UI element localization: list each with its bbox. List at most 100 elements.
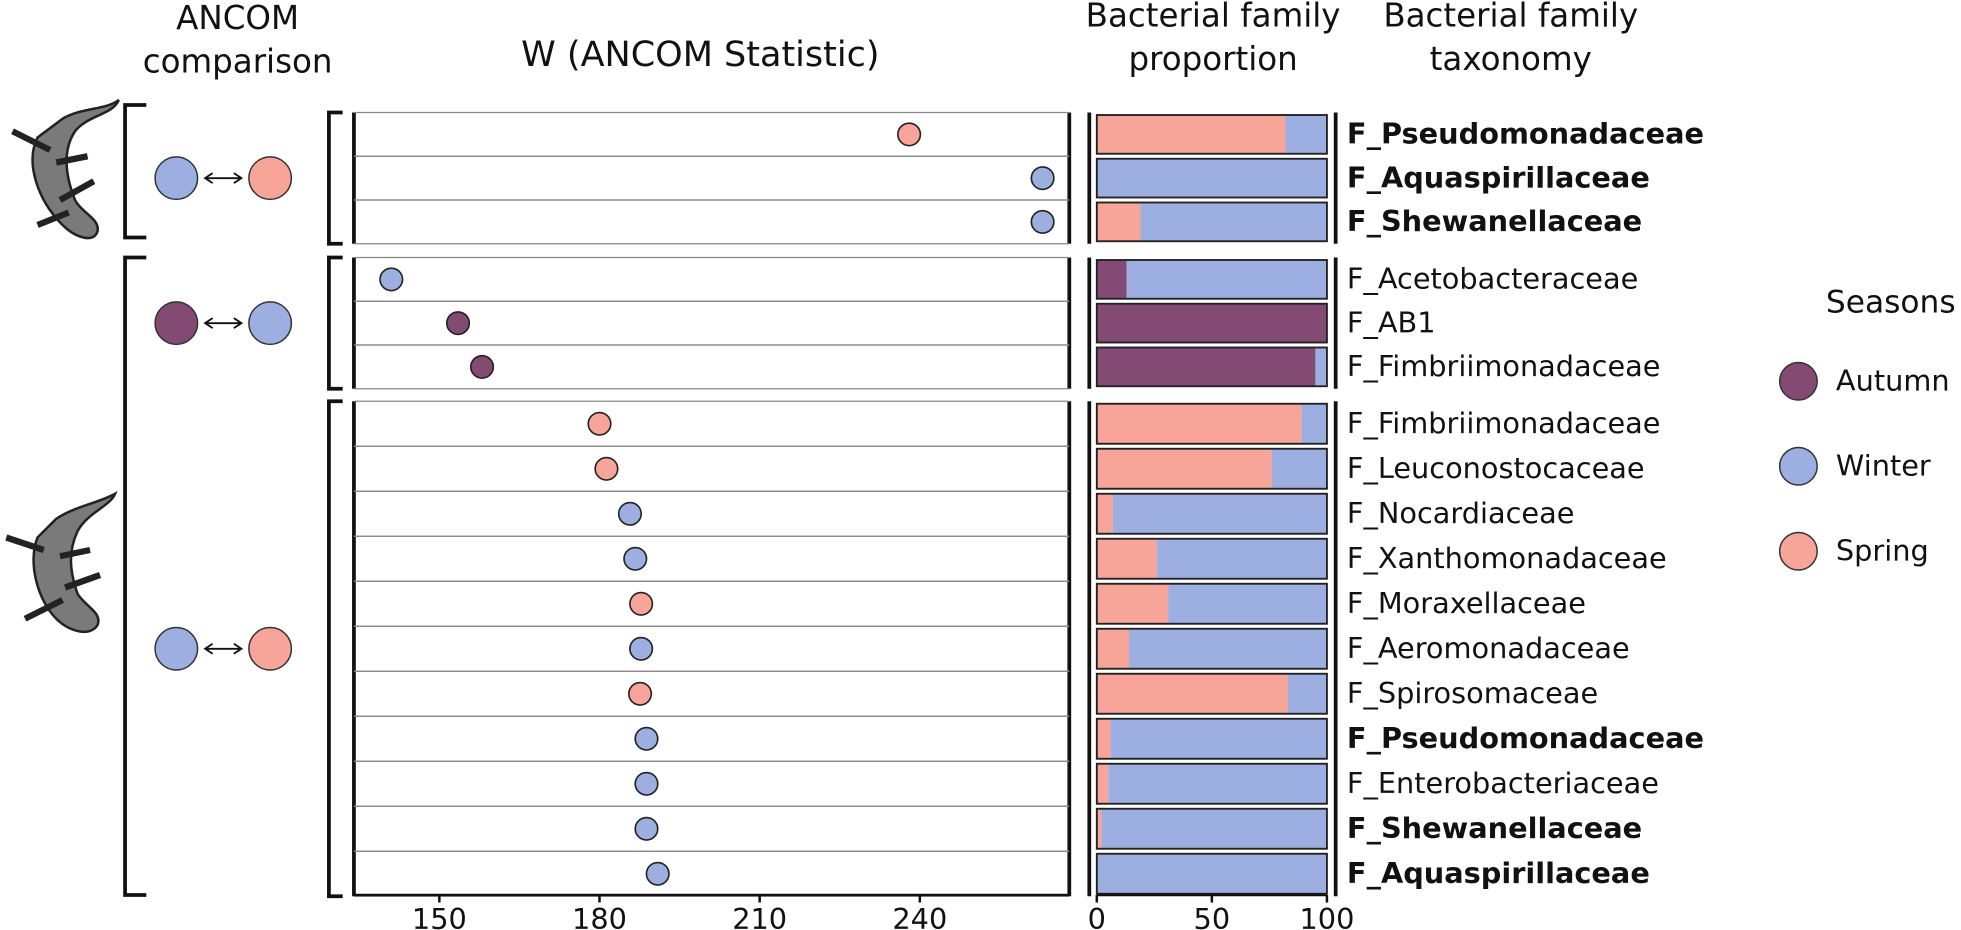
bar-outline bbox=[1095, 762, 1328, 805]
bar-segment bbox=[1096, 347, 1316, 387]
dot bbox=[628, 681, 653, 706]
taxon-label: F_Aquaspirillaceae bbox=[1347, 856, 1650, 890]
bar-outline bbox=[1095, 807, 1328, 850]
taxon-label: F_Shewanellaceae bbox=[1347, 811, 1642, 845]
bar-segment bbox=[1168, 583, 1327, 624]
taxon-label: F_Acetobacteraceae bbox=[1347, 262, 1638, 296]
bar-segment bbox=[1096, 808, 1102, 849]
header: ANCOM bbox=[176, 0, 299, 37]
bar-outline bbox=[1095, 672, 1328, 715]
taxon-label: F_Spirosomaceae bbox=[1347, 676, 1598, 710]
bar-segment bbox=[1271, 448, 1327, 489]
bar-segment bbox=[1301, 403, 1327, 444]
dot bbox=[379, 267, 404, 292]
bar-outline bbox=[1095, 537, 1328, 580]
bar-segment bbox=[1315, 347, 1327, 387]
comparison-circle bbox=[154, 156, 199, 201]
bar-outline bbox=[1095, 114, 1328, 155]
comparison-circle bbox=[248, 156, 293, 201]
dot bbox=[634, 771, 659, 796]
bar-segment bbox=[1110, 718, 1327, 759]
dot bbox=[469, 354, 495, 379]
dot bbox=[587, 411, 612, 436]
x-tick-label: 0 bbox=[1088, 902, 1106, 930]
group-bracket bbox=[123, 103, 147, 240]
bar-segment bbox=[1096, 202, 1141, 242]
bar-outline bbox=[1095, 717, 1328, 760]
dot bbox=[623, 546, 648, 571]
dot bbox=[645, 861, 670, 886]
taxon-label: F_Moraxellaceae bbox=[1347, 586, 1586, 620]
comparison-arrow bbox=[203, 317, 244, 329]
bar-segment bbox=[1129, 628, 1327, 669]
bar-outline bbox=[1095, 302, 1328, 344]
dot bbox=[617, 501, 643, 526]
x-tick-label: 240 bbox=[892, 902, 947, 930]
bar-segment bbox=[1096, 158, 1327, 198]
legend-swatch bbox=[1778, 531, 1818, 571]
bar-outline bbox=[1095, 582, 1328, 625]
group-bracket bbox=[123, 255, 147, 897]
legend-swatch bbox=[1778, 361, 1818, 401]
bar-outline bbox=[1095, 346, 1328, 388]
bar-segment bbox=[1096, 403, 1302, 444]
bar-segment bbox=[1096, 628, 1130, 669]
comparison-circle bbox=[248, 301, 293, 346]
comparison-arrow bbox=[203, 642, 244, 655]
salamander-icon bbox=[11, 98, 120, 240]
bar-outline bbox=[1095, 492, 1328, 535]
bar-segment bbox=[1096, 448, 1272, 489]
bar-outline bbox=[1095, 447, 1328, 490]
x-tick-label: 180 bbox=[572, 902, 627, 930]
bar-segment bbox=[1156, 538, 1327, 579]
x-tick-label: 50 bbox=[1194, 902, 1231, 930]
bar-segment bbox=[1096, 303, 1327, 343]
taxon-label: F_Shewanellaceae bbox=[1347, 204, 1642, 238]
taxon-label: F_Fimbriimonadaceae bbox=[1347, 349, 1661, 383]
bar-segment bbox=[1096, 718, 1111, 759]
dot bbox=[629, 591, 654, 616]
taxon-label: F_Nocardiaceae bbox=[1347, 496, 1574, 530]
dot bbox=[594, 456, 619, 481]
taxon-label: F_AB1 bbox=[1347, 305, 1436, 339]
dot bbox=[629, 636, 654, 661]
comparison-circle bbox=[248, 626, 293, 671]
dot bbox=[634, 816, 659, 841]
bar-outline bbox=[1095, 259, 1328, 300]
bar-segment bbox=[1096, 538, 1157, 579]
bar-outline bbox=[1095, 402, 1328, 445]
bar-segment bbox=[1096, 493, 1113, 534]
bar-segment bbox=[1096, 260, 1127, 299]
legend-label: Winter bbox=[1836, 449, 1931, 483]
taxon-label: F_Pseudomonadaceae bbox=[1347, 721, 1704, 755]
bar-segment bbox=[1285, 115, 1327, 154]
bar-segment bbox=[1096, 853, 1327, 894]
dot bbox=[897, 122, 922, 147]
comparison-arrow bbox=[203, 172, 244, 184]
bar-segment bbox=[1096, 763, 1109, 804]
taxon-label: F_Fimbriimonadaceae bbox=[1347, 406, 1661, 440]
bar-segment bbox=[1287, 673, 1327, 714]
x-tick-label: 210 bbox=[732, 902, 787, 930]
chart-title: W (ANCOM Statistic) bbox=[521, 35, 879, 75]
dot bbox=[1030, 209, 1055, 234]
group-bracket bbox=[327, 399, 343, 899]
salamander-icon bbox=[5, 490, 118, 634]
bar-segment bbox=[1108, 763, 1327, 804]
bar-segment bbox=[1101, 808, 1327, 849]
taxon-label: F_Aquaspirillaceae bbox=[1347, 160, 1650, 194]
taxon-label: F_Pseudomonadaceae bbox=[1347, 117, 1704, 151]
legend-label: Spring bbox=[1836, 534, 1929, 568]
dot bbox=[445, 311, 471, 336]
taxon-label: F_Leuconostocaceae bbox=[1347, 451, 1645, 485]
x-tick-label: 100 bbox=[1299, 902, 1354, 930]
header: Bacterial family bbox=[1383, 0, 1638, 34]
bar-segment bbox=[1112, 493, 1327, 534]
dot bbox=[634, 726, 659, 751]
comparison-circle bbox=[154, 626, 199, 671]
group-bracket bbox=[327, 110, 343, 246]
header: proportion bbox=[1128, 40, 1297, 78]
bar-segment bbox=[1096, 115, 1286, 154]
group-bracket bbox=[327, 255, 343, 391]
